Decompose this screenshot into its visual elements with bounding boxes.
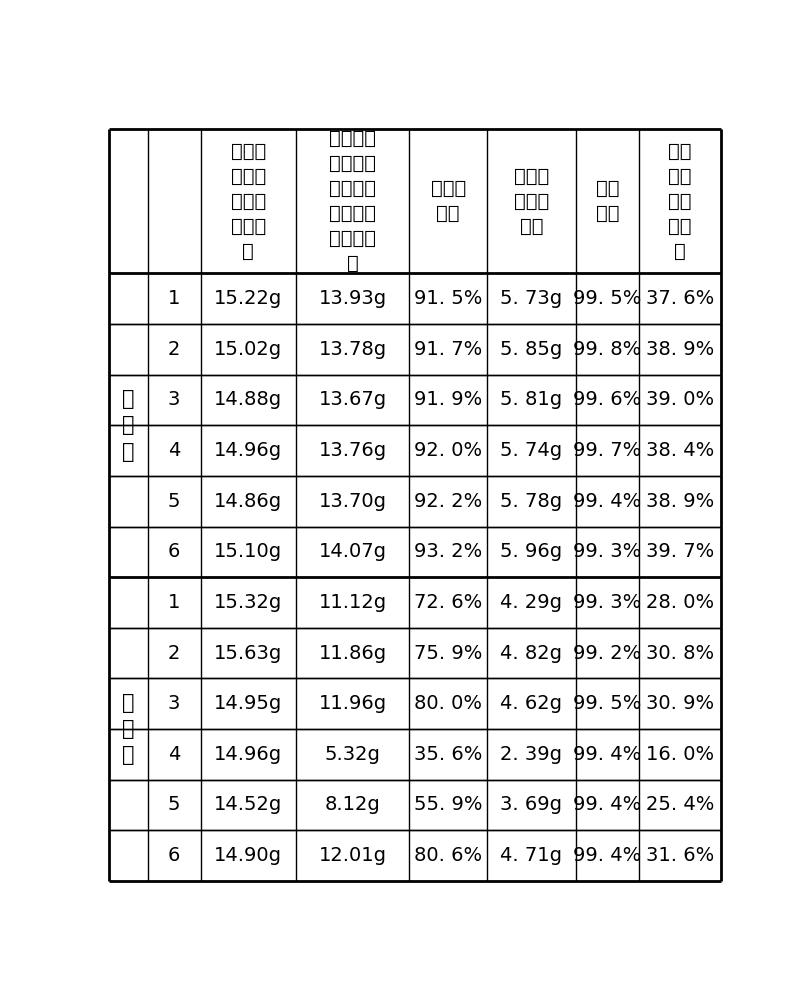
Text: 99. 3%: 99. 3% <box>574 542 642 561</box>
Text: 38. 4%: 38. 4% <box>646 441 714 460</box>
Text: 14.96g: 14.96g <box>214 441 282 460</box>
Text: 3. 69g: 3. 69g <box>500 795 562 814</box>
Text: 93. 2%: 93. 2% <box>414 542 482 561</box>
Text: 31. 6%: 31. 6% <box>646 846 714 865</box>
Text: 加入复性
液后重组
人血管内
皮抑素的
溶解蛋白
量: 加入复性 液后重组 人血管内 皮抑素的 溶解蛋白 量 <box>329 129 376 273</box>
Text: 35. 6%: 35. 6% <box>414 745 482 764</box>
Text: 4. 29g: 4. 29g <box>500 593 562 612</box>
Text: 6: 6 <box>168 846 180 865</box>
Text: 39. 0%: 39. 0% <box>646 390 714 409</box>
Text: 离子
交换
后蛋
白收
率: 离子 交换 后蛋 白收 率 <box>668 142 692 261</box>
Text: 15.63g: 15.63g <box>214 644 282 663</box>
Text: 4. 82g: 4. 82g <box>500 644 562 663</box>
Text: 11.86g: 11.86g <box>319 644 387 663</box>
Text: 5. 74g: 5. 74g <box>500 441 562 460</box>
Text: 39. 7%: 39. 7% <box>646 542 714 561</box>
Text: 11.12g: 11.12g <box>319 593 387 612</box>
Text: 3: 3 <box>168 390 180 409</box>
Text: 包涵体
蛋白溶
解液中
的蛋白
量: 包涵体 蛋白溶 解液中 的蛋白 量 <box>231 142 266 261</box>
Text: 14.90g: 14.90g <box>214 846 282 865</box>
Text: 5: 5 <box>167 795 180 814</box>
Text: 92. 0%: 92. 0% <box>414 441 482 460</box>
Text: 14.88g: 14.88g <box>214 390 282 409</box>
Text: 30. 9%: 30. 9% <box>646 694 714 713</box>
Text: 蛋白溶
解度: 蛋白溶 解度 <box>430 179 466 223</box>
Text: 99. 2%: 99. 2% <box>574 644 642 663</box>
Text: 11.96g: 11.96g <box>319 694 387 713</box>
Text: 55. 9%: 55. 9% <box>414 795 482 814</box>
Text: 13.76g: 13.76g <box>319 441 387 460</box>
Text: 16. 0%: 16. 0% <box>646 745 714 764</box>
Text: 28. 0%: 28. 0% <box>646 593 714 612</box>
Text: 12.01g: 12.01g <box>319 846 387 865</box>
Text: 4. 71g: 4. 71g <box>500 846 562 865</box>
Text: 实
施
例: 实 施 例 <box>122 389 134 462</box>
Text: 6: 6 <box>168 542 180 561</box>
Text: 4. 62g: 4. 62g <box>500 694 562 713</box>
Text: 99. 5%: 99. 5% <box>574 694 642 713</box>
Text: 2: 2 <box>168 644 180 663</box>
Text: 14.52g: 14.52g <box>214 795 282 814</box>
Text: 15.10g: 15.10g <box>214 542 282 561</box>
Text: 5. 81g: 5. 81g <box>500 390 562 409</box>
Text: 13.67g: 13.67g <box>319 390 387 409</box>
Text: 92. 2%: 92. 2% <box>414 492 482 511</box>
Text: 5. 85g: 5. 85g <box>500 340 562 359</box>
Text: 离子交
换后蛋
白量: 离子交 换后蛋 白量 <box>514 167 549 236</box>
Text: 80. 0%: 80. 0% <box>414 694 482 713</box>
Text: 13.93g: 13.93g <box>319 289 387 308</box>
Text: 99. 6%: 99. 6% <box>574 390 642 409</box>
Text: 25. 4%: 25. 4% <box>646 795 714 814</box>
Text: 99. 5%: 99. 5% <box>574 289 642 308</box>
Text: 8.12g: 8.12g <box>325 795 380 814</box>
Text: 91. 7%: 91. 7% <box>414 340 482 359</box>
Text: 5. 96g: 5. 96g <box>500 542 562 561</box>
Text: 91. 5%: 91. 5% <box>414 289 482 308</box>
Text: 4: 4 <box>168 441 180 460</box>
Text: 对
比
例: 对 比 例 <box>122 693 134 765</box>
Text: 13.78g: 13.78g <box>319 340 387 359</box>
Text: 99. 8%: 99. 8% <box>574 340 642 359</box>
Text: 14.95g: 14.95g <box>214 694 282 713</box>
Text: 91. 9%: 91. 9% <box>414 390 482 409</box>
Text: 1: 1 <box>168 593 180 612</box>
Text: 4: 4 <box>168 745 180 764</box>
Text: 3: 3 <box>168 694 180 713</box>
Text: 2: 2 <box>168 340 180 359</box>
Text: 5. 78g: 5. 78g <box>500 492 562 511</box>
Text: 13.70g: 13.70g <box>319 492 387 511</box>
Text: 15.22g: 15.22g <box>214 289 282 308</box>
Text: 5.32g: 5.32g <box>324 745 381 764</box>
Text: 99. 4%: 99. 4% <box>574 745 642 764</box>
Text: 38. 9%: 38. 9% <box>646 492 714 511</box>
Text: 99. 4%: 99. 4% <box>574 492 642 511</box>
Text: 80. 6%: 80. 6% <box>414 846 482 865</box>
Text: 电泳
纯度: 电泳 纯度 <box>595 179 619 223</box>
Text: 99. 4%: 99. 4% <box>574 795 642 814</box>
Text: 99. 7%: 99. 7% <box>574 441 642 460</box>
Text: 5. 73g: 5. 73g <box>500 289 562 308</box>
Text: 15.02g: 15.02g <box>214 340 282 359</box>
Text: 14.86g: 14.86g <box>214 492 282 511</box>
Text: 37. 6%: 37. 6% <box>646 289 714 308</box>
Text: 5: 5 <box>167 492 180 511</box>
Text: 14.96g: 14.96g <box>214 745 282 764</box>
Text: 15.32g: 15.32g <box>214 593 282 612</box>
Text: 99. 4%: 99. 4% <box>574 846 642 865</box>
Text: 75. 9%: 75. 9% <box>414 644 482 663</box>
Text: 1: 1 <box>168 289 180 308</box>
Text: 2. 39g: 2. 39g <box>500 745 562 764</box>
Text: 30. 8%: 30. 8% <box>646 644 714 663</box>
Text: 72. 6%: 72. 6% <box>414 593 482 612</box>
Text: 38. 9%: 38. 9% <box>646 340 714 359</box>
Text: 99. 3%: 99. 3% <box>574 593 642 612</box>
Text: 14.07g: 14.07g <box>319 542 387 561</box>
